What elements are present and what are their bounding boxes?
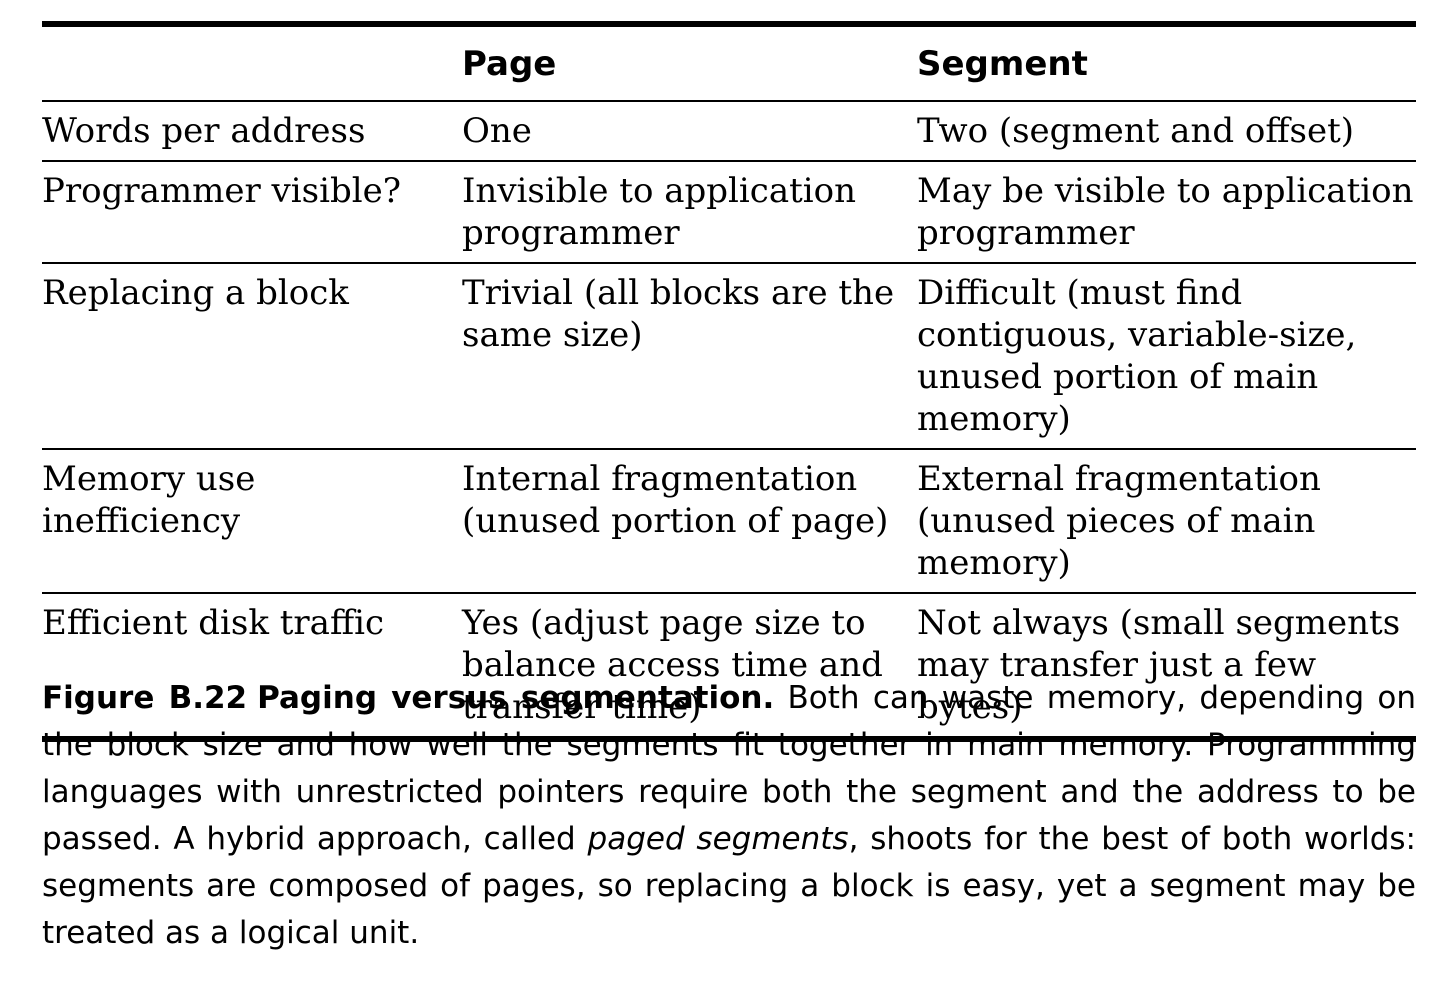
figure-label: Figure B.22 [42, 680, 248, 716]
figure-title: Paging versus segmentation. [257, 680, 775, 716]
row-label: Efficient disk traffic [42, 603, 385, 643]
segment-cell: Difficult (must find contiguous, variabl… [917, 273, 1357, 439]
paging-vs-segmentation-table: Page Segment Words per address One Two (… [42, 21, 1416, 742]
row-label: Words per address [42, 111, 366, 151]
table-row: Programmer visible? Invisible to applica… [42, 161, 1416, 263]
comparison-table-container: Page Segment Words per address One Two (… [42, 21, 1416, 742]
segment-cell: External fragmentation (unused pieces of… [917, 459, 1321, 583]
caption-text-part2: , shoots for the best of both worlds: se… [42, 821, 1416, 951]
table-row: Memory use inefficiency Internal fragmen… [42, 449, 1416, 593]
page-cell: Yes (adjust page size to balance access … [462, 603, 883, 727]
segment-cell: Not always (small segments may transfer … [917, 603, 1401, 727]
table-row: Replacing a block Trivial (all blocks ar… [42, 263, 1416, 449]
segment-cell: May be visible to application programmer [917, 171, 1414, 253]
caption-italic-term: paged segments [587, 821, 849, 857]
figure-caption: Figure B.22 Paging versus segmentation. B… [42, 675, 1416, 957]
row-label: Replacing a block [42, 273, 349, 313]
header-segment: Segment [917, 43, 1088, 84]
table-row: Efficient disk traffic Yes (adjust page … [42, 593, 1416, 739]
page-cell: One [462, 111, 532, 151]
header-page: Page [462, 43, 557, 84]
table-row: Words per address One Two (segment and o… [42, 101, 1416, 161]
table-header-row: Page Segment [42, 24, 1416, 101]
page-cell: Invisible to application programmer [462, 171, 857, 253]
page-cell: Internal fragmentation (unused portion o… [462, 459, 889, 541]
caption-text-part1: Both can waste memory, depending on the … [42, 680, 1416, 857]
header-empty-cell [42, 24, 462, 101]
row-label: Memory use inefficiency [42, 459, 256, 541]
segment-cell: Two (segment and offset) [917, 111, 1355, 151]
page-cell: Trivial (all blocks are the same size) [462, 273, 895, 355]
row-label: Programmer visible? [42, 171, 401, 211]
